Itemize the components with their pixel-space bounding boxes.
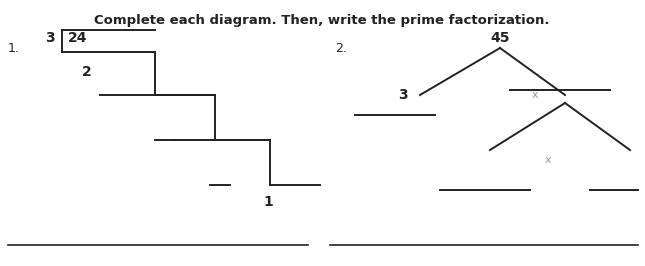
Text: x: x [531, 90, 539, 100]
Text: 24: 24 [68, 31, 88, 45]
Text: 45: 45 [490, 31, 510, 45]
Text: 3: 3 [399, 88, 408, 102]
Text: 2.: 2. [335, 42, 347, 55]
Text: 1: 1 [263, 195, 273, 209]
Text: Complete each diagram. Then, write the prime factorization.: Complete each diagram. Then, write the p… [94, 14, 550, 27]
Text: 2: 2 [83, 65, 92, 79]
Text: x: x [544, 155, 551, 165]
Text: 1.: 1. [8, 42, 20, 55]
Text: 3: 3 [45, 31, 55, 45]
